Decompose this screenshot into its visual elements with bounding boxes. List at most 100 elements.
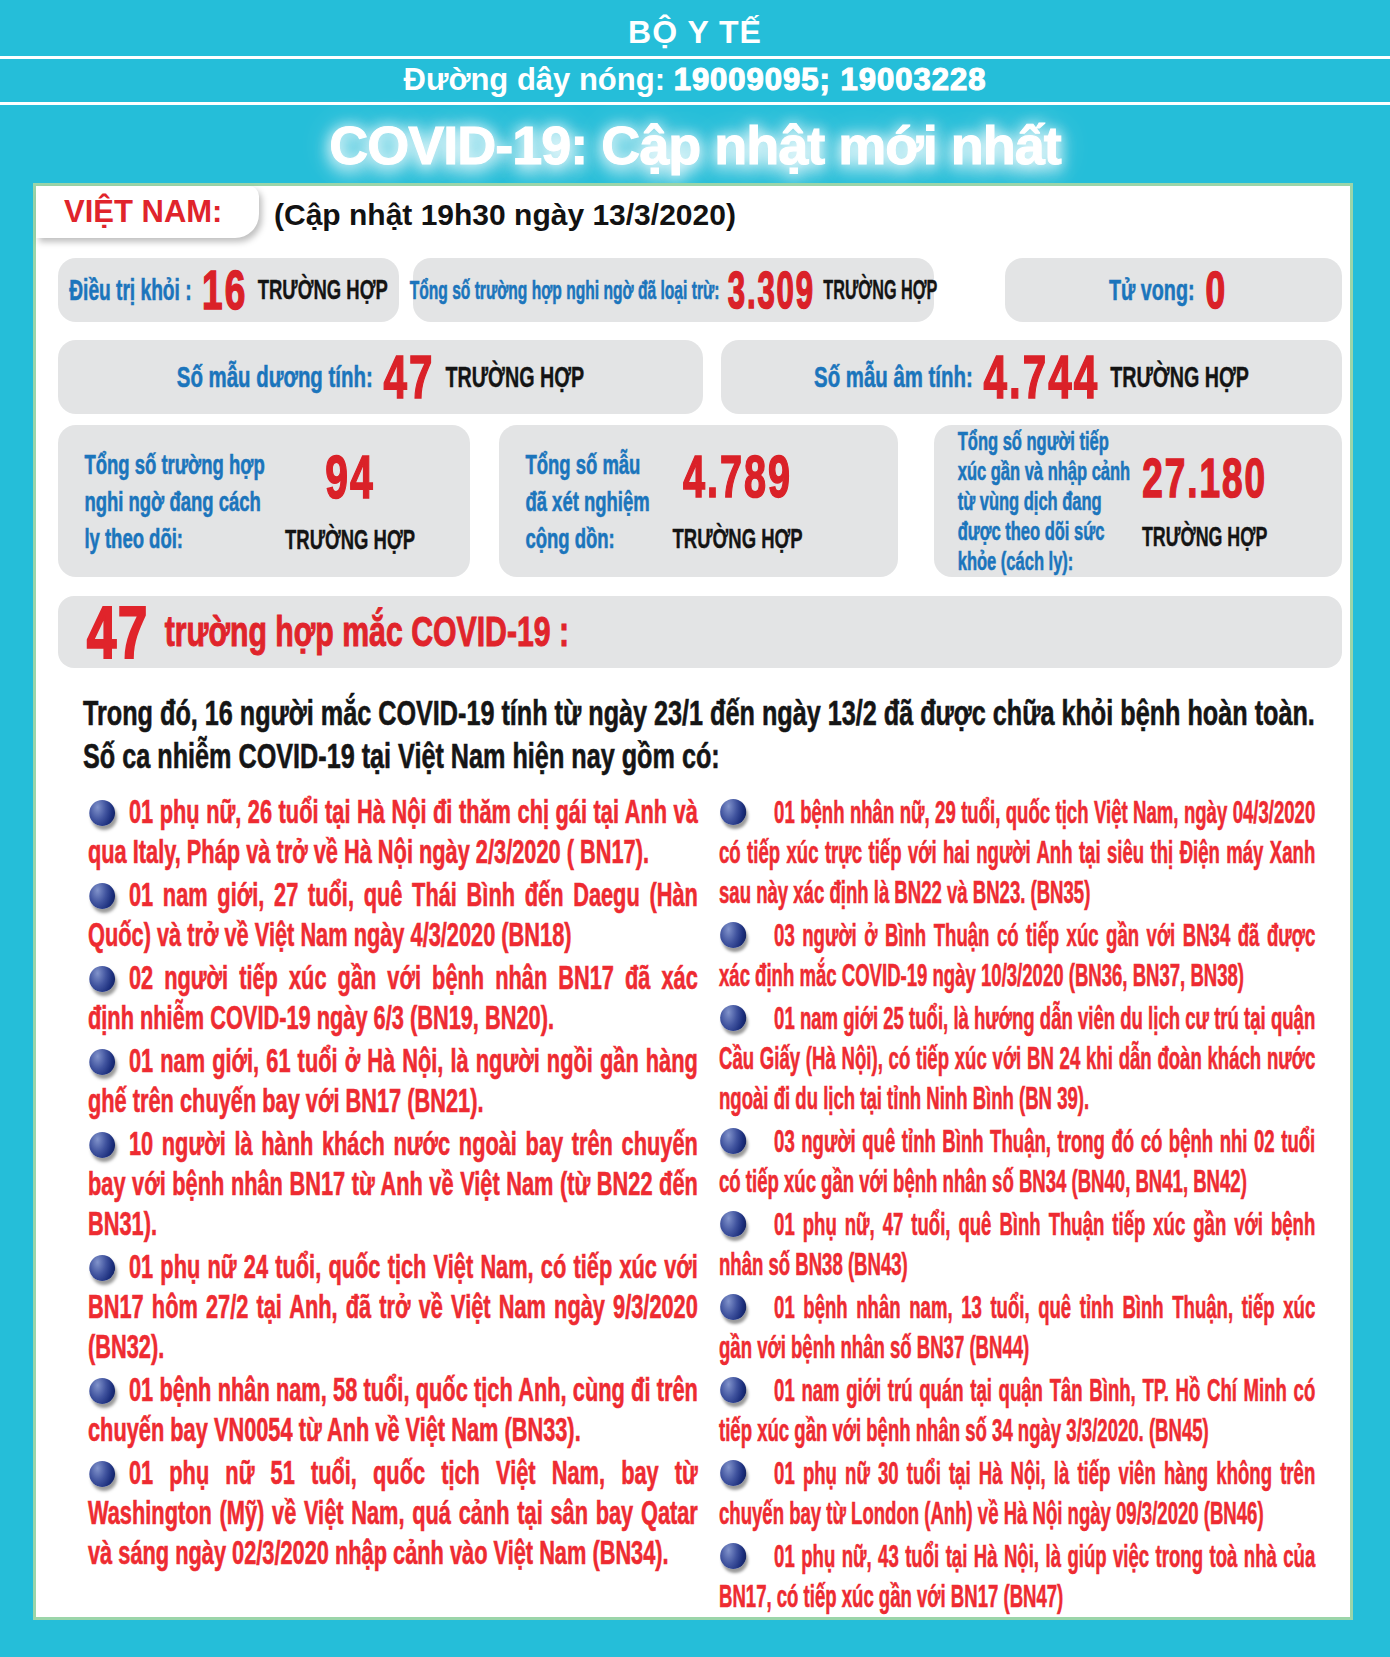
stat-box-negative: Số mẫu âm tính: 4.744 TRƯỜNG HỢP [721, 340, 1342, 414]
case-item: 01 phụ nữ, 43 tuổi tại Hà Nội, là giúp v… [719, 1536, 1315, 1616]
case-text: 01 bệnh nhân nam, 58 tuổi, quốc tịch Anh… [88, 1371, 698, 1448]
case-text: 01 nam giới trú quán tại quận Tân Bình, … [719, 1372, 1315, 1448]
case-item: 10 người là hành khách nước ngoài bay tr… [88, 1124, 698, 1244]
case-text: 01 phụ nữ, 47 tuổi, quê Bình Thuận tiếp … [719, 1206, 1315, 1282]
stat-unit: TRƯỜNG HỢP [673, 523, 803, 555]
intro-text: Trong đó, 16 người mắc COVID-19 tính từ … [83, 691, 1333, 777]
case-item: 01 phụ nữ 24 tuổi, quốc tịch Việt Nam, c… [88, 1247, 698, 1367]
bullet-sphere-icon [89, 1049, 115, 1075]
country-chip: VIỆT NAM: [36, 186, 259, 238]
cases-column-left: 01 phụ nữ, 26 tuổi tại Hà Nội đi thăm ch… [88, 792, 698, 1576]
case-text: 01 phụ nữ, 43 tuổi tại Hà Nội, là giúp v… [719, 1538, 1315, 1614]
case-text: 01 bệnh nhân nữ, 29 tuổi, quốc tịch Việt… [719, 794, 1315, 910]
ministry-title: BỘ Y TẾ [0, 0, 1390, 56]
stat-unit: TRƯỜNG HỢP [258, 274, 388, 306]
bullet-sphere-icon [720, 799, 746, 825]
case-item: 01 nam giới 25 tuổi, là hướng dẫn viên d… [719, 998, 1315, 1118]
stat-box-deaths: Tử vong: 0 [1005, 258, 1342, 322]
case-text: 01 phụ nữ, 26 tuổi tại Hà Nội đi thăm ch… [88, 793, 698, 870]
stat-box-recovered: Điều trị khỏi : 16 TRƯỜNG HỢP [58, 258, 399, 322]
stat-value: 27.180 [1142, 450, 1267, 506]
case-text: 01 nam giới, 61 tuổi ở Hà Nội, là người … [88, 1042, 698, 1119]
stat-label: Tử vong: [1109, 274, 1194, 307]
case-item: 01 nam giới, 61 tuổi ở Hà Nội, là người … [88, 1041, 698, 1121]
case-item: 01 bệnh nhân nam, 13 tuổi, quê tỉnh Bình… [719, 1287, 1315, 1367]
case-item: 01 phụ nữ, 47 tuổi, quê Bình Thuận tiếp … [719, 1204, 1315, 1284]
stat-box-excluded: Tổng số trường hợp nghi ngờ đã loại trừ:… [413, 258, 934, 322]
stat-label: Số mẫu âm tính: [814, 360, 973, 394]
case-item: 01 bệnh nhân nữ, 29 tuổi, quốc tịch Việt… [719, 792, 1315, 912]
content-panel: VIỆT NAM: (Cập nhật 19h30 ngày 13/3/2020… [33, 183, 1353, 1620]
page-header: BỘ Y TẾ Đường dây nóng: 19009095; 190032… [0, 0, 1390, 181]
stat-label: Số mẫu dương tính: [177, 360, 373, 394]
case-item: 03 người ở Bình Thuận có tiếp xúc gần vớ… [719, 915, 1315, 995]
stat-value: 3.309 [728, 264, 815, 316]
case-item: 01 phụ nữ 51 tuổi, quốc tịch Việt Nam, b… [88, 1453, 698, 1573]
bullet-sphere-icon [89, 1378, 115, 1404]
stat-label: Tổng số người tiếp xúc gần và nhập cảnh … [958, 426, 1133, 576]
divider [0, 102, 1390, 105]
case-text: 01 nam giới 25 tuổi, là hướng dẫn viên d… [719, 1000, 1315, 1116]
stat-value: 47 [384, 346, 435, 408]
bullet-sphere-icon [89, 1132, 115, 1158]
case-item: 02 người tiếp xúc gần với bệnh nhân BN17… [88, 958, 698, 1038]
stat-unit: TRƯỜNG HỢP [1142, 522, 1267, 553]
divider [0, 56, 1390, 59]
stat-box-samples-tested: Tổng số mẫu đã xét nghiệm cộng dồn: 4.78… [499, 425, 898, 577]
case-item: 01 phụ nữ 30 tuổi tại Hà Nội, là tiếp vi… [719, 1453, 1315, 1533]
stat-box-positive: Số mẫu dương tính: 47 TRƯỜNG HỢP [58, 340, 703, 414]
page-title: COVID-19: Cập nhật mới nhất [0, 109, 1390, 181]
stat-label: Tổng số trường hợp nghi ngờ đang cách ly… [84, 446, 275, 557]
bullet-sphere-icon [720, 1377, 746, 1403]
cases-heading-bar: 47 trường hợp mắc COVID-19 : [58, 596, 1342, 668]
update-date: (Cập nhật 19h30 ngày 13/3/2020) [274, 190, 736, 240]
bullet-sphere-icon [89, 966, 115, 992]
stat-label: Tổng số mẫu đã xét nghiệm cộng dồn: [525, 446, 660, 557]
hotline-label: Đường dây nóng: [404, 62, 665, 97]
stat-label: Tổng số trường hợp nghi ngờ đã loại trừ: [410, 275, 720, 306]
case-text: 01 nam giới, 27 tuổi, quê Thái Bình đến … [88, 876, 698, 953]
case-text: 01 phụ nữ 51 tuổi, quốc tịch Việt Nam, b… [88, 1454, 698, 1571]
hotline-row: Đường dây nóng: 19009095; 19003228 [0, 60, 1390, 100]
stat-unit: TRƯỜNG HỢP [445, 361, 584, 394]
bullet-sphere-icon [720, 1460, 746, 1486]
bullet-sphere-icon [89, 1255, 115, 1281]
case-text: 01 phụ nữ 30 tuổi tại Hà Nội, là tiếp vi… [719, 1455, 1315, 1531]
case-item: 01 bệnh nhân nam, 58 tuổi, quốc tịch Anh… [88, 1370, 698, 1450]
stat-label: Điều trị khỏi : [69, 274, 191, 307]
case-text: 02 người tiếp xúc gần với bệnh nhân BN17… [88, 959, 698, 1036]
stat-value: 0 [1205, 264, 1227, 316]
stat-value: 16 [202, 262, 247, 318]
bullet-sphere-icon [720, 1543, 746, 1569]
bullet-sphere-icon [720, 1211, 746, 1237]
stat-unit: TRƯỜNG HỢP [1110, 361, 1249, 394]
intro-line1: Trong đó, 16 người mắc COVID-19 tính từ … [83, 691, 1333, 734]
stat-unit: TRƯỜNG HỢP [823, 275, 937, 306]
stat-value: 4.744 [984, 346, 1100, 408]
bullet-sphere-icon [89, 800, 115, 826]
stat-box-suspected-isolated: Tổng số trường hợp nghi ngờ đang cách ly… [58, 425, 470, 577]
cases-column-right: 01 bệnh nhân nữ, 29 tuổi, quốc tịch Việt… [719, 792, 1315, 1619]
intro-line2: Số ca nhiễm COVID-19 tại Việt Nam hiện n… [83, 734, 1333, 777]
stat-value: 94 [325, 446, 374, 508]
bullet-sphere-icon [89, 883, 115, 909]
case-item: 01 phụ nữ, 26 tuổi tại Hà Nội đi thăm ch… [88, 792, 698, 872]
stat-box-contacts-monitored: Tổng số người tiếp xúc gần và nhập cảnh … [934, 425, 1342, 577]
bullet-sphere-icon [720, 1294, 746, 1320]
case-text: 01 phụ nữ 24 tuổi, quốc tịch Việt Nam, c… [88, 1248, 698, 1365]
case-text: 01 bệnh nhân nam, 13 tuổi, quê tỉnh Bình… [719, 1289, 1315, 1365]
bullet-sphere-icon [720, 1005, 746, 1031]
bullet-sphere-icon [89, 1461, 115, 1487]
stat-value: 4.789 [683, 447, 792, 507]
cases-heading-label: trường hợp mắc COVID-19 : [165, 608, 569, 656]
case-item: 01 nam giới, 27 tuổi, quê Thái Bình đến … [88, 875, 698, 955]
stat-unit: TRƯỜNG HỢP [285, 524, 415, 556]
cases-count: 47 [87, 590, 149, 675]
case-text: 03 người ở Bình Thuận có tiếp xúc gần vớ… [719, 917, 1315, 993]
case-text: 03 người quê tỉnh Bình Thuận, trong đó c… [719, 1123, 1315, 1199]
case-item: 01 nam giới trú quán tại quận Tân Bình, … [719, 1370, 1315, 1450]
bullet-sphere-icon [720, 1128, 746, 1154]
bullet-sphere-icon [720, 922, 746, 948]
hotline-numbers: 19009095; 19003228 [674, 62, 987, 97]
case-item: 03 người quê tỉnh Bình Thuận, trong đó c… [719, 1121, 1315, 1201]
